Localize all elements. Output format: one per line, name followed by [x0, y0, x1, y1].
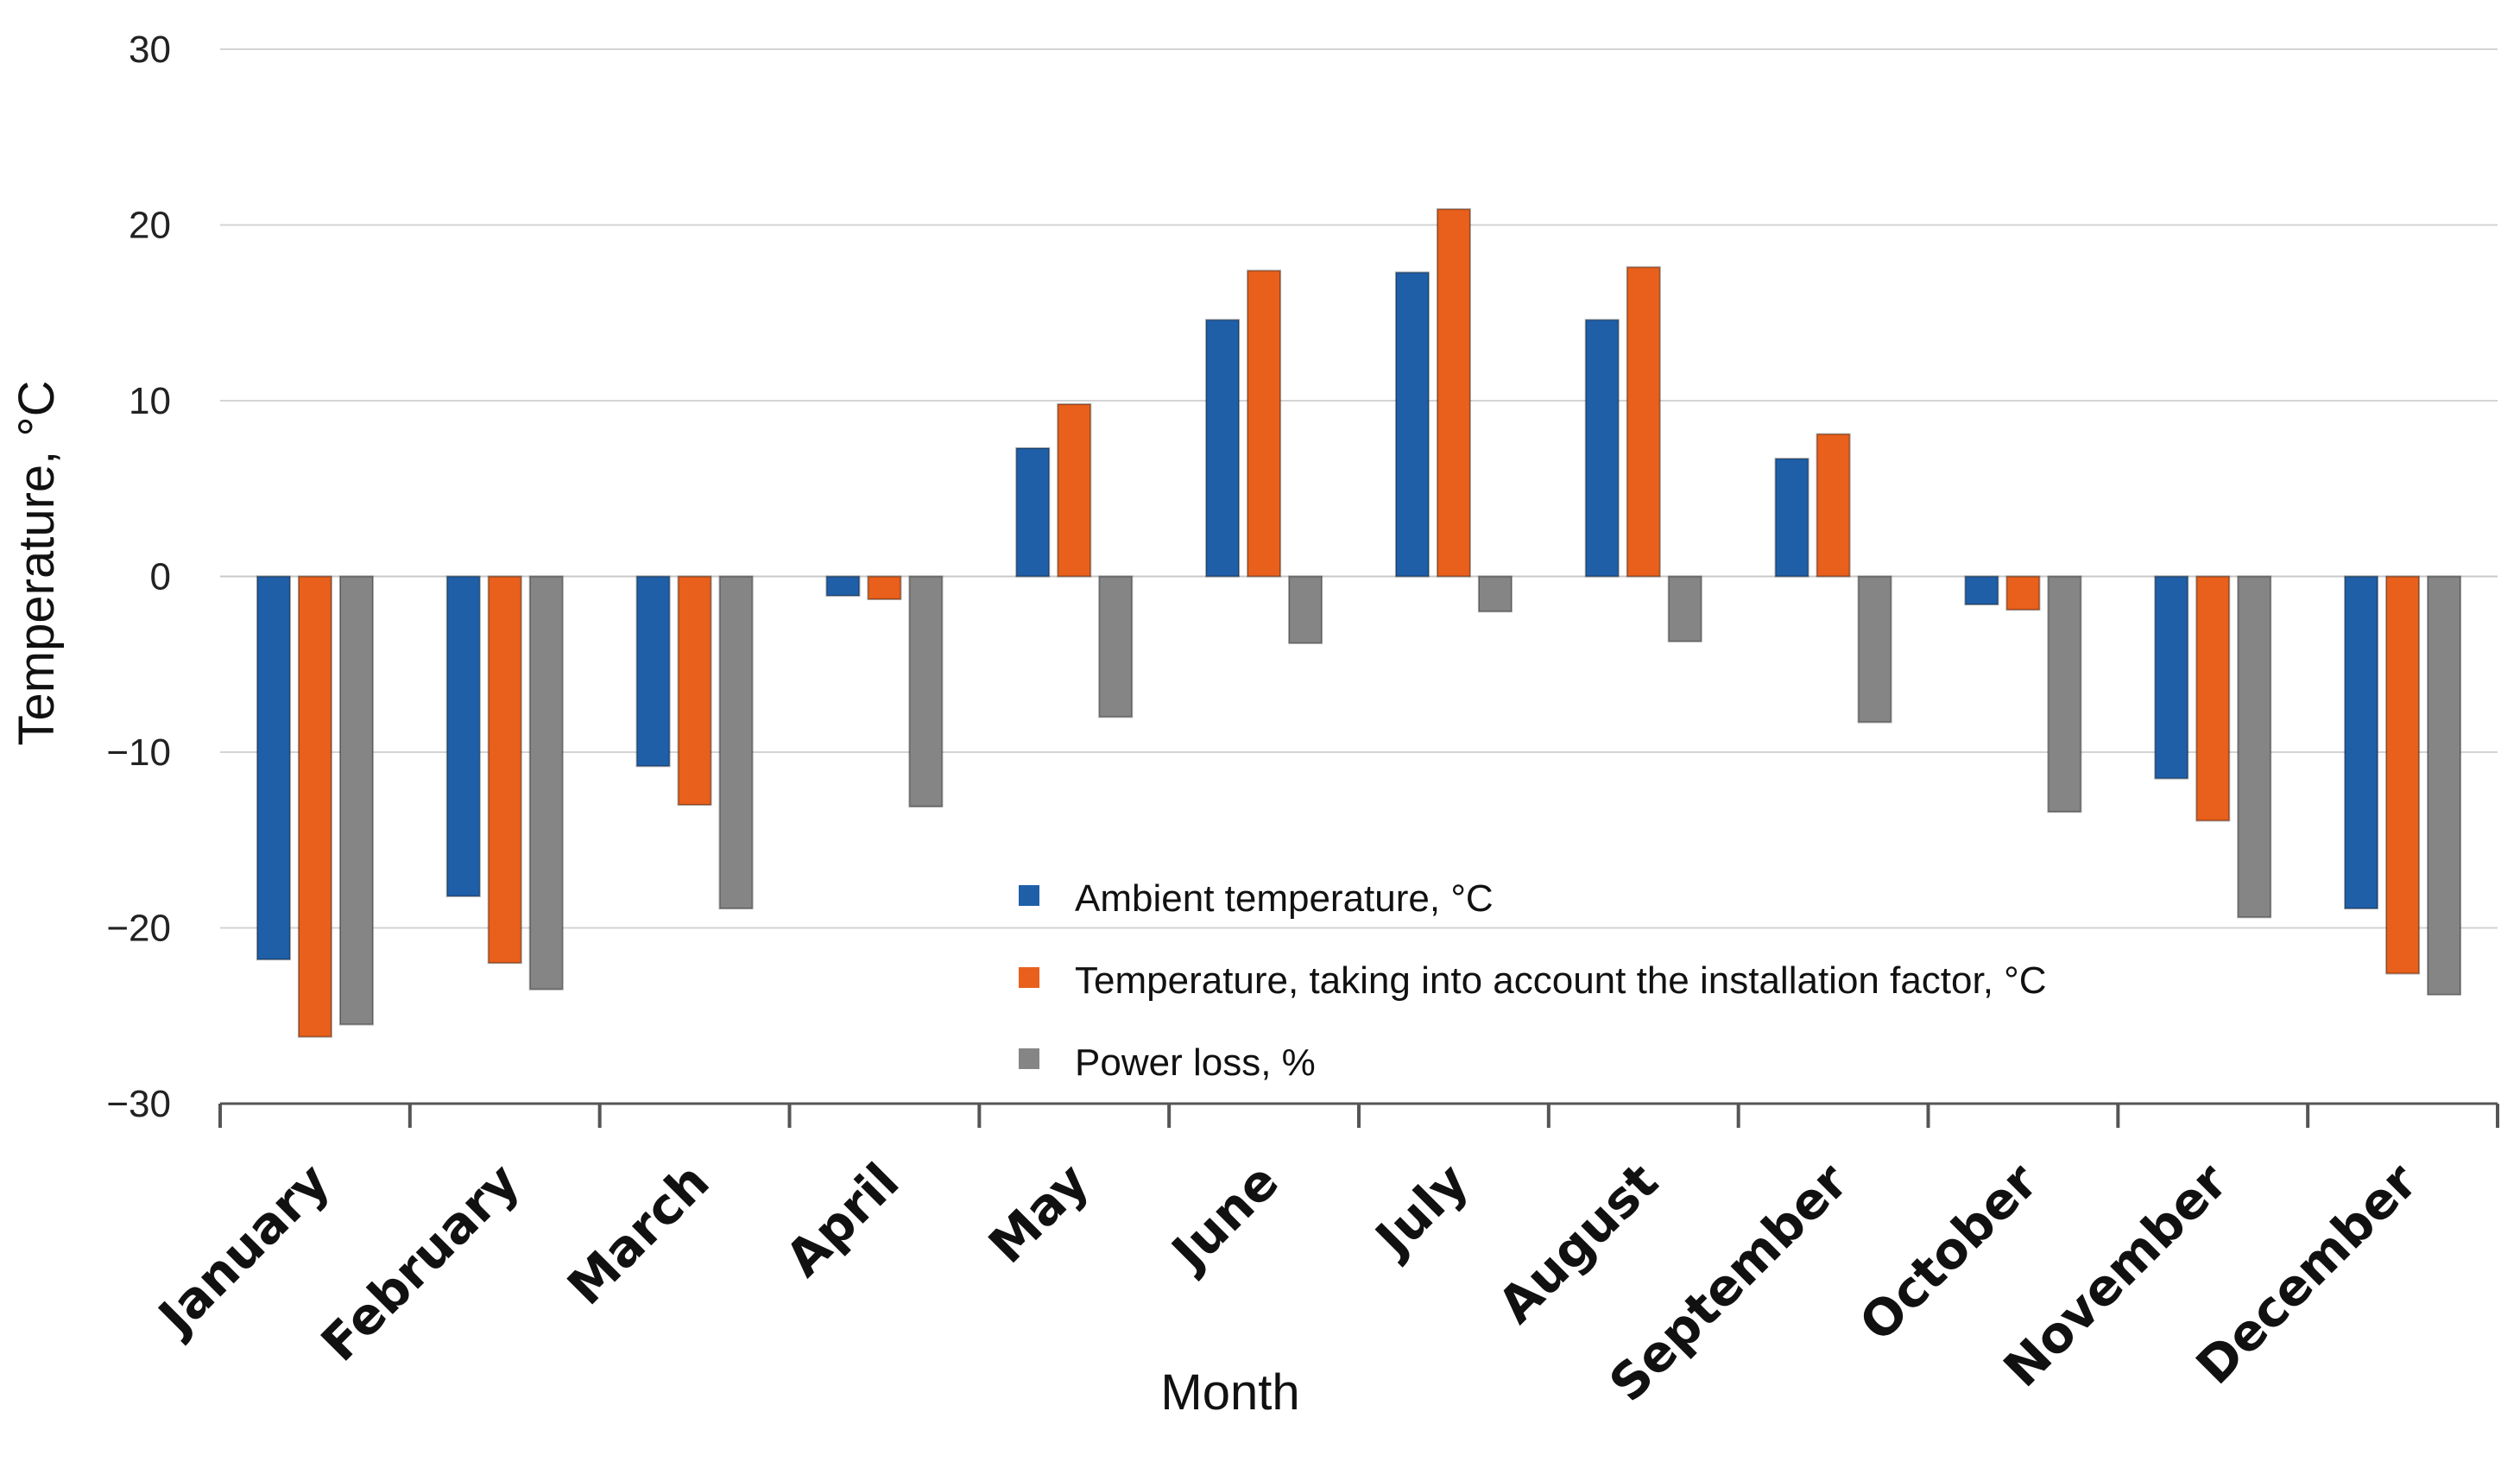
bar-ambient-april — [825, 575, 861, 597]
bar-installation-july — [1436, 208, 1471, 578]
legend-swatch-installation — [1019, 967, 1039, 988]
y-tick-label: 30 — [129, 28, 171, 71]
bar-installation-june — [1247, 269, 1282, 578]
bar-power-loss-november — [2237, 575, 2272, 919]
bar-power-loss-march — [718, 575, 754, 910]
bar-installation-september — [1816, 433, 1851, 578]
y-tick-label: −20 — [106, 908, 171, 950]
bar-installation-may — [1057, 403, 1092, 578]
bar-ambient-october — [1964, 575, 1999, 606]
bar-installation-august — [1626, 266, 1661, 578]
bar-power-loss-june — [1288, 575, 1323, 644]
bar-power-loss-may — [1098, 575, 1134, 718]
bar-installation-october — [2005, 575, 2041, 611]
bar-power-loss-september — [1857, 575, 1892, 724]
bar-ambient-march — [635, 575, 671, 768]
y-tick-labels: 30 20 10 0 −10 −20 −30 — [106, 28, 171, 1125]
bar-ambient-september — [1774, 458, 1809, 578]
y-axis-title: Temperature, °C — [9, 381, 65, 746]
y-tick-label: 10 — [129, 380, 171, 422]
x-tick-label-february: February — [310, 1152, 531, 1373]
bar-power-loss-july — [1477, 575, 1513, 613]
legend-label-ambient: Ambient temperature, °C — [1075, 877, 1494, 920]
x-tick-label-april: April — [774, 1152, 911, 1288]
y-tick-label: −10 — [106, 731, 171, 774]
bar-ambient-february — [445, 575, 481, 897]
bar-ambient-july — [1394, 271, 1430, 578]
bar-power-loss-january — [338, 575, 374, 1026]
bar-power-loss-august — [1667, 575, 1702, 642]
bar-installation-april — [867, 575, 902, 600]
legend-swatch-ambient — [1019, 885, 1039, 906]
bar-installation-march — [677, 575, 712, 807]
bar-power-loss-october — [2047, 575, 2082, 813]
legend-label-installation: Temperature, taking into account the ins… — [1075, 959, 2047, 1002]
bar-installation-january — [297, 575, 332, 1038]
bar-installation-february — [487, 575, 522, 965]
x-tick-label-may: May — [977, 1152, 1100, 1275]
bar-installation-november — [2195, 575, 2231, 822]
x-tick-label-march: March — [556, 1152, 720, 1316]
y-tick-label: 0 — [150, 556, 171, 598]
y-tick-label: −30 — [106, 1083, 171, 1125]
x-tick-label-august: August — [1487, 1152, 1670, 1335]
bar-power-loss-february — [528, 575, 564, 990]
bar-power-loss-april — [908, 575, 944, 808]
bar-ambient-august — [1584, 319, 1620, 578]
gridlines — [220, 48, 2498, 929]
bar-ambient-december — [2344, 575, 2379, 910]
bar-power-loss-december — [2427, 575, 2462, 996]
x-tick-label-october: October — [1848, 1152, 2049, 1353]
x-tick-label-july: July — [1362, 1152, 1480, 1269]
x-tick-label-june: June — [1159, 1152, 1290, 1283]
y-tick-label: 20 — [129, 205, 171, 247]
bar-ambient-may — [1015, 446, 1051, 578]
legend-label-power-loss: Power loss, % — [1075, 1041, 1316, 1084]
legend-swatch-power-loss — [1019, 1048, 1039, 1069]
bars — [256, 208, 2462, 1038]
legend: Ambient temperature, °C Temperature, tak… — [1019, 877, 2047, 1084]
x-axis-title: Month — [1160, 1364, 1299, 1421]
x-axis — [218, 1102, 2499, 1128]
bar-installation-december — [2385, 575, 2421, 975]
bar-ambient-january — [256, 575, 291, 961]
x-tick-label-january: January — [145, 1152, 341, 1348]
bar-ambient-november — [2154, 575, 2189, 780]
bar-ambient-june — [1205, 319, 1241, 578]
